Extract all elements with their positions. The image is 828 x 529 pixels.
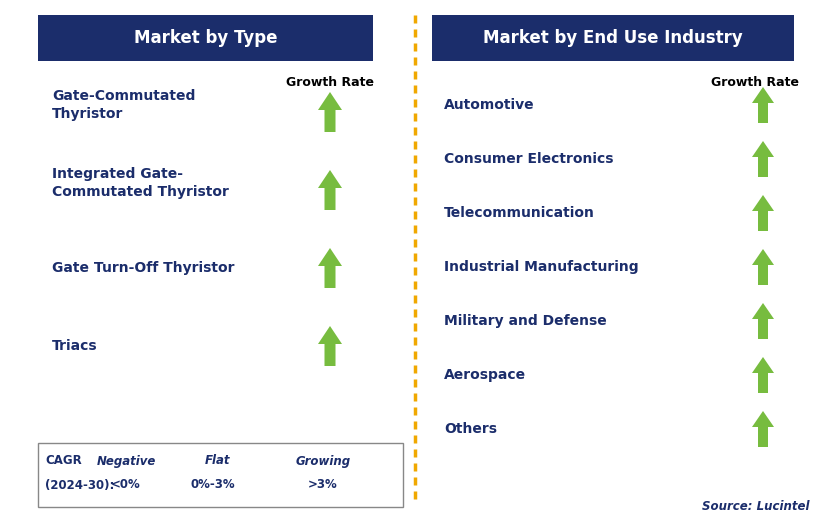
Polygon shape	[318, 326, 342, 366]
Text: <0%: <0%	[111, 479, 141, 491]
Polygon shape	[751, 303, 773, 339]
Polygon shape	[318, 170, 342, 210]
Text: Military and Defense: Military and Defense	[444, 314, 606, 328]
Bar	[38, 15, 373, 61]
Polygon shape	[376, 458, 393, 488]
Text: >3%: >3%	[308, 479, 338, 491]
Polygon shape	[751, 249, 773, 285]
Text: Gate-Commutated
Thyristor: Gate-Commutated Thyristor	[52, 89, 195, 121]
Text: Negative: Negative	[96, 454, 156, 468]
Text: CAGR: CAGR	[45, 454, 82, 468]
Text: (2024-30):: (2024-30):	[45, 479, 114, 491]
Text: Others: Others	[444, 422, 497, 436]
Polygon shape	[751, 357, 773, 393]
Text: 0%-3%: 0%-3%	[190, 479, 235, 491]
Polygon shape	[751, 141, 773, 177]
Polygon shape	[236, 464, 274, 482]
Text: Flat: Flat	[205, 454, 230, 468]
Text: Consumer Electronics: Consumer Electronics	[444, 152, 613, 166]
Text: Gate Turn-Off Thyristor: Gate Turn-Off Thyristor	[52, 261, 234, 275]
Polygon shape	[154, 458, 171, 488]
Text: Source: Lucintel: Source: Lucintel	[701, 500, 809, 514]
Text: Triacs: Triacs	[52, 339, 98, 353]
Polygon shape	[318, 92, 342, 132]
Text: Growth Rate: Growth Rate	[710, 77, 798, 89]
Text: Telecommunication: Telecommunication	[444, 206, 595, 220]
Text: Industrial Manufacturing: Industrial Manufacturing	[444, 260, 638, 274]
Text: Aerospace: Aerospace	[444, 368, 526, 382]
Text: Integrated Gate-
Commutated Thyristor: Integrated Gate- Commutated Thyristor	[52, 167, 229, 199]
Text: Market by End Use Industry: Market by End Use Industry	[483, 29, 742, 47]
Bar	[38, 443, 402, 507]
Polygon shape	[751, 87, 773, 123]
Bar	[431, 15, 793, 61]
Polygon shape	[751, 411, 773, 447]
Text: Automotive: Automotive	[444, 98, 534, 112]
Text: Growing: Growing	[295, 454, 350, 468]
Polygon shape	[318, 248, 342, 288]
Polygon shape	[751, 195, 773, 231]
Text: Growth Rate: Growth Rate	[286, 77, 373, 89]
Text: Market by Type: Market by Type	[133, 29, 277, 47]
